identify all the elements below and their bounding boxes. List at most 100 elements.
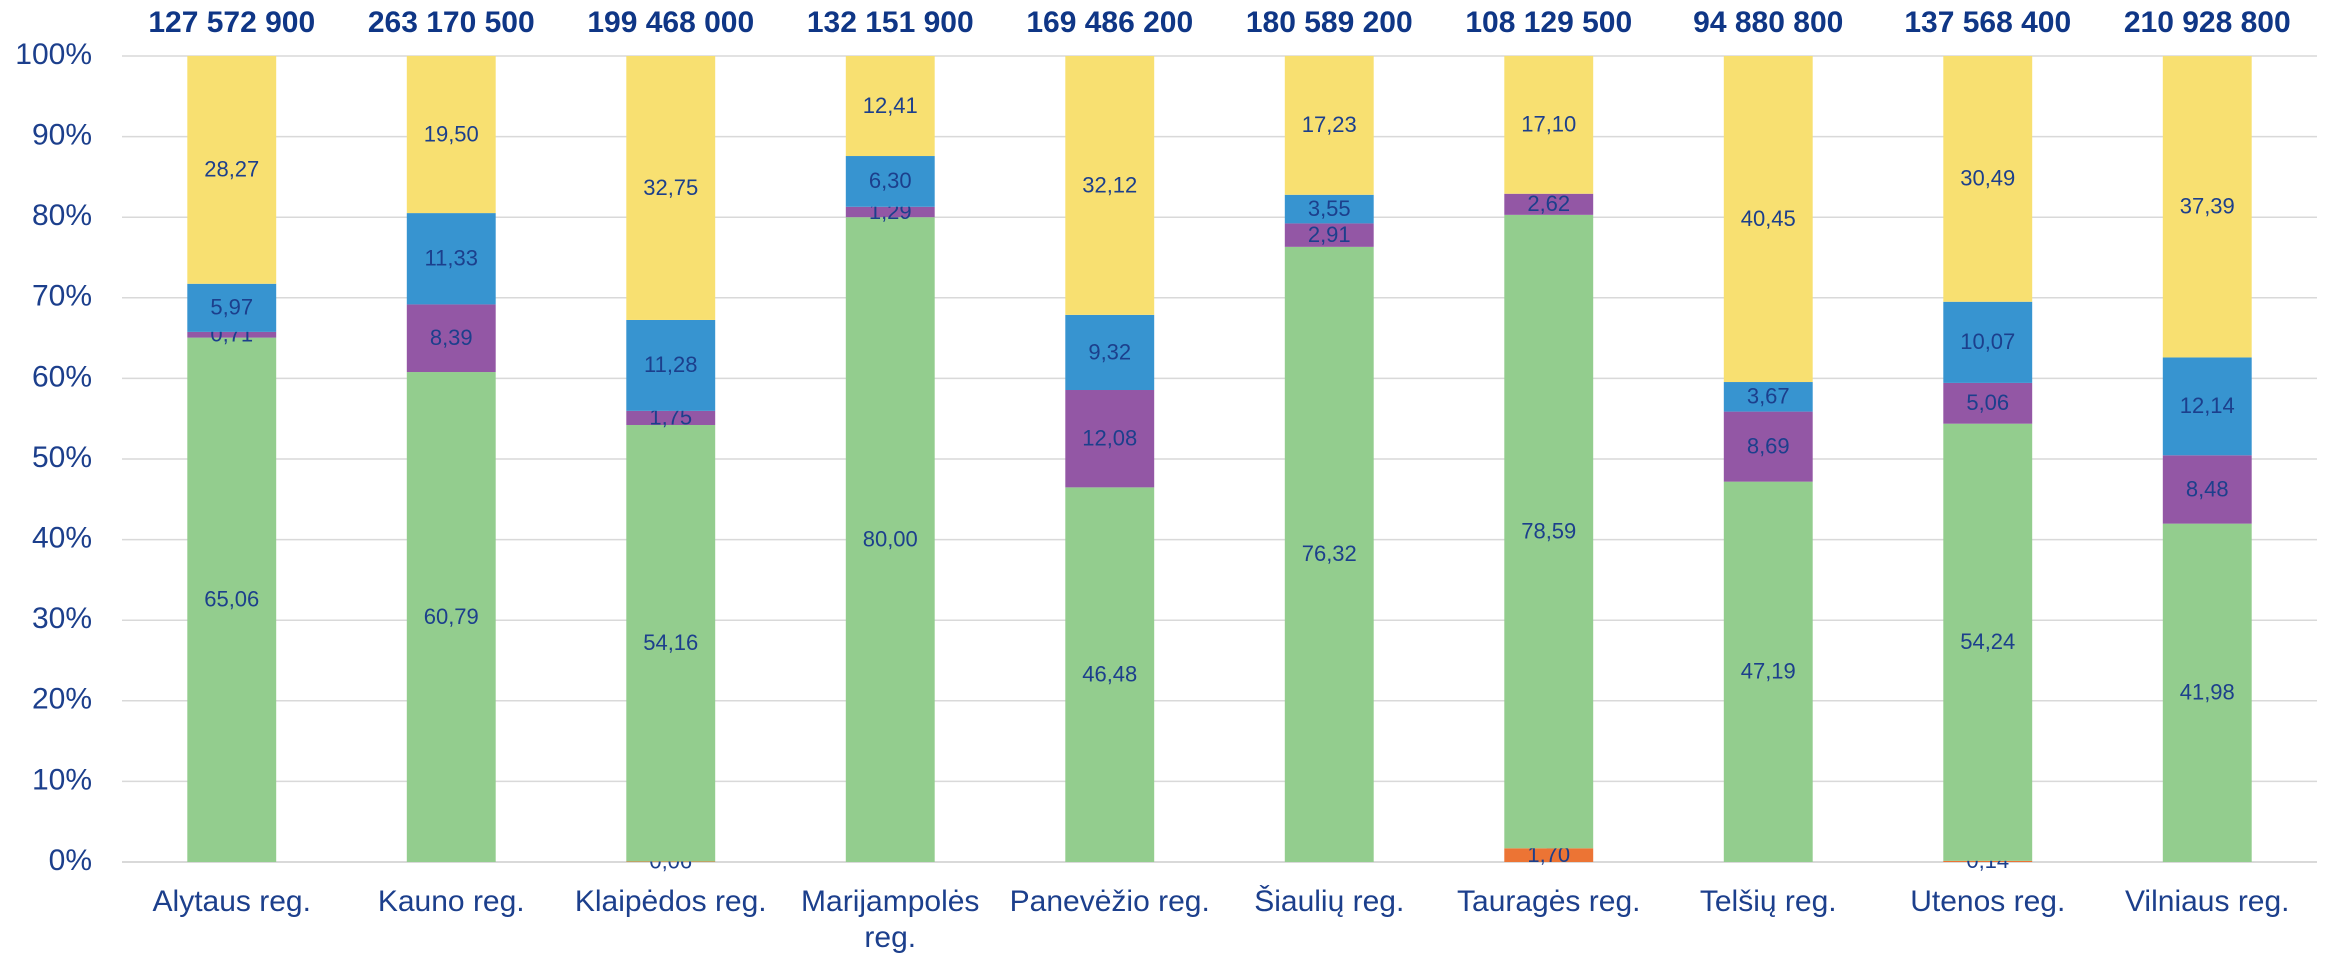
bar-segment [187, 55, 277, 284]
bar-segment [1943, 301, 2033, 383]
data-label: 17,23 [1302, 112, 1357, 137]
data-label: 2,62 [1527, 191, 1570, 216]
bar-segment [845, 217, 935, 862]
data-label: 41,98 [2180, 680, 2235, 705]
bar-segment [1504, 193, 1594, 215]
x-tick-label: Marijampolės reg. [801, 885, 980, 954]
bar-segment [1943, 423, 2033, 861]
bar-segment [1943, 382, 2033, 424]
bar-segment [1065, 390, 1155, 488]
x-tick-label: Šiaulių reg. [1254, 885, 1405, 918]
data-label: 12,08 [1082, 426, 1137, 451]
bar-segment [1943, 860, 2033, 862]
data-label: 3,67 [1747, 384, 1790, 409]
y-tick-label: 70% [32, 280, 92, 313]
y-tick-label: 0% [49, 844, 92, 877]
bar-segment [845, 56, 935, 157]
y-tick-label: 10% [32, 763, 92, 796]
bar-segment [406, 213, 496, 305]
total-label: 169 486 200 [1026, 6, 1193, 39]
data-label: 12,14 [2180, 393, 2235, 418]
data-label: 9,32 [1088, 339, 1131, 364]
bar-segment [1723, 481, 1813, 862]
bar-segment [406, 304, 496, 373]
data-label: 47,19 [1741, 659, 1796, 684]
y-tick-label: 50% [32, 441, 92, 474]
bar-segment [1065, 56, 1155, 315]
bar-segment [2162, 357, 2252, 456]
bar-segment [845, 156, 935, 207]
data-label: 40,45 [1741, 206, 1796, 231]
bar-segment [1723, 382, 1813, 412]
bar-segment [626, 56, 716, 320]
total-label: 263 170 500 [368, 6, 535, 39]
y-tick-label: 100% [15, 38, 92, 71]
total-label: 94 880 800 [1693, 6, 1843, 39]
data-label: 8,69 [1747, 433, 1790, 458]
bar-segment [187, 331, 277, 338]
data-label: 17,10 [1521, 112, 1576, 137]
data-label: 65,06 [204, 587, 259, 612]
data-label: 10,07 [1960, 329, 2015, 354]
total-label: 180 589 200 [1246, 6, 1413, 39]
y-tick-label: 90% [32, 119, 92, 152]
data-label: 8,48 [2186, 476, 2229, 501]
y-tick-label: 40% [32, 522, 92, 555]
bar-segment [626, 424, 716, 862]
data-label: 32,12 [1082, 172, 1137, 197]
bar-segment [626, 319, 716, 411]
x-tick-label: Utenos reg. [1910, 885, 2066, 918]
data-label: 3,55 [1308, 196, 1351, 221]
x-tick-label: Telšių reg. [1699, 885, 1837, 918]
data-label: 11,28 [644, 352, 697, 377]
data-label: 54,16 [643, 630, 698, 655]
bar-segment [1723, 56, 1813, 383]
data-label: 11,33 [425, 246, 478, 271]
bar-segment [1504, 214, 1594, 849]
data-label: 12,41 [863, 93, 918, 118]
bar-segment [845, 206, 935, 218]
total-label: 127 572 900 [148, 6, 315, 39]
bar-segment [626, 410, 716, 425]
data-label: 28,27 [204, 157, 259, 182]
data-label: 5,97 [210, 295, 253, 320]
bar-segment [406, 55, 496, 214]
data-label: 8,39 [430, 325, 473, 350]
data-label: 46,48 [1082, 661, 1137, 686]
bar-segment [1504, 848, 1594, 862]
bar-segment [187, 283, 277, 332]
total-label: 108 129 500 [1465, 6, 1632, 39]
data-label: 37,39 [2180, 194, 2235, 219]
bar-segment [187, 337, 277, 862]
bar-segment [1284, 246, 1374, 863]
y-tick-label: 80% [32, 199, 92, 232]
data-label: 60,79 [424, 604, 479, 629]
total-label: 132 151 900 [807, 6, 974, 39]
y-tick-label: 60% [32, 360, 92, 393]
y-tick-label: 30% [32, 602, 92, 635]
data-label: 78,59 [1521, 518, 1576, 543]
data-label: 54,24 [1960, 629, 2015, 654]
x-tick-label: Kauno reg. [377, 885, 525, 918]
data-label: 19,50 [424, 121, 479, 146]
data-label: 5,06 [1966, 390, 2009, 415]
bar-segment [1284, 194, 1374, 224]
bar-segment [1723, 411, 1813, 482]
x-tick-label: Panevėžio reg. [1009, 885, 1210, 918]
x-tick-label: Alytaus reg. [152, 885, 311, 918]
bar-segment [1284, 223, 1374, 247]
total-label: 210 928 800 [2124, 6, 2291, 39]
x-tick-label: Vilniaus reg. [2124, 885, 2290, 918]
bar-segment [2162, 56, 2252, 358]
data-label: 2,91 [1308, 222, 1351, 247]
data-label: 76,32 [1302, 541, 1357, 566]
data-label: 30,49 [1960, 166, 2015, 191]
bar-segment [1065, 314, 1155, 391]
bar-segment [1504, 55, 1594, 194]
data-label: 6,30 [869, 168, 912, 193]
y-tick-label: 20% [32, 683, 92, 716]
data-label: 80,00 [863, 526, 918, 551]
bar-segment [406, 372, 496, 862]
data-label: 32,75 [643, 175, 698, 200]
